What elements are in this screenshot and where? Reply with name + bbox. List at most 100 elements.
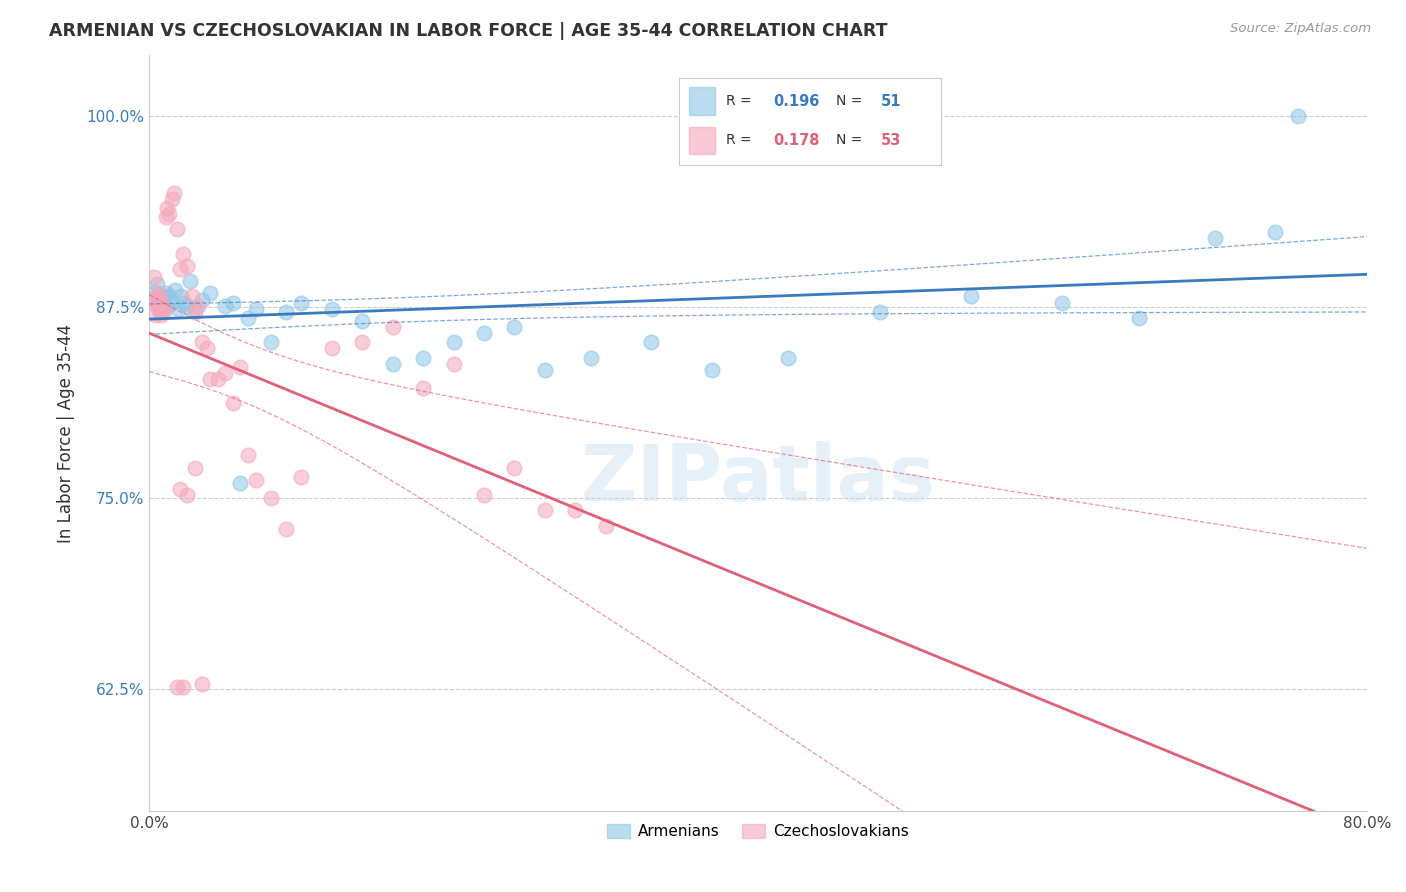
Point	[160, 295, 183, 310]
Point	[778, 351, 800, 365]
Point	[179, 274, 201, 288]
Point	[579, 351, 602, 365]
Point	[145, 277, 167, 292]
Point	[150, 308, 173, 322]
Point	[960, 289, 983, 303]
Point	[150, 299, 173, 313]
Point	[176, 299, 198, 313]
Point	[166, 222, 188, 236]
Point	[155, 210, 177, 224]
Point	[443, 335, 465, 350]
Point	[172, 246, 194, 260]
Point	[214, 299, 236, 313]
Point	[229, 359, 252, 374]
Point	[352, 335, 374, 350]
Point	[149, 304, 172, 318]
Point	[176, 259, 198, 273]
Point	[195, 342, 218, 356]
Point	[167, 301, 190, 316]
Point	[160, 192, 183, 206]
Point	[236, 310, 259, 325]
Point	[1204, 231, 1226, 245]
Point	[290, 469, 312, 483]
Point	[150, 295, 173, 310]
Point	[321, 301, 343, 316]
Point	[156, 299, 179, 313]
Point	[143, 285, 166, 299]
Point	[869, 304, 891, 318]
Point	[191, 677, 214, 691]
Point	[321, 342, 343, 356]
Point	[412, 351, 434, 365]
Point	[184, 301, 207, 316]
Point	[180, 289, 202, 303]
Point	[141, 293, 163, 307]
Point	[1264, 225, 1286, 239]
Point	[1286, 109, 1309, 123]
Point	[276, 304, 298, 318]
Point	[207, 372, 229, 386]
Point	[381, 357, 404, 371]
Point	[162, 186, 184, 200]
Point	[150, 289, 173, 303]
Point	[276, 522, 298, 536]
Legend: Armenians, Czechoslovakians: Armenians, Czechoslovakians	[602, 818, 915, 845]
Point	[148, 300, 170, 314]
Point	[149, 295, 172, 310]
Point	[143, 308, 166, 322]
Point	[169, 262, 191, 277]
Point	[184, 460, 207, 475]
Point	[245, 473, 267, 487]
Point	[595, 518, 617, 533]
Point	[152, 295, 174, 310]
Point	[191, 335, 214, 350]
Point	[290, 295, 312, 310]
Point	[260, 335, 283, 350]
Y-axis label: In Labor Force | Age 35-44: In Labor Force | Age 35-44	[58, 324, 75, 542]
Point	[381, 320, 404, 334]
Point	[156, 201, 179, 215]
Point	[142, 293, 165, 307]
Point	[534, 363, 557, 377]
Point	[640, 335, 662, 350]
Point	[170, 289, 193, 303]
Point	[145, 289, 167, 303]
Point	[152, 301, 174, 316]
Point	[236, 448, 259, 462]
Text: Source: ZipAtlas.com: Source: ZipAtlas.com	[1230, 22, 1371, 36]
Point	[198, 372, 221, 386]
Point	[260, 491, 283, 505]
Point	[153, 289, 176, 303]
Point	[1052, 295, 1074, 310]
Point	[503, 320, 526, 334]
Point	[169, 482, 191, 496]
Point	[184, 304, 207, 318]
Point	[145, 299, 167, 313]
Point	[1128, 310, 1150, 325]
Point	[157, 289, 180, 303]
Point	[564, 503, 586, 517]
Point	[222, 396, 245, 410]
Text: ZIPatlas: ZIPatlas	[581, 441, 935, 516]
Point	[173, 295, 195, 310]
Point	[166, 681, 188, 695]
Point	[163, 284, 186, 298]
Point	[702, 363, 724, 377]
Point	[157, 207, 180, 221]
Point	[503, 460, 526, 475]
Point	[142, 269, 165, 284]
Point	[472, 326, 495, 340]
Point	[352, 314, 374, 328]
Point	[176, 488, 198, 502]
Point	[222, 295, 245, 310]
Point	[187, 299, 209, 313]
Point	[149, 293, 172, 307]
Point	[443, 357, 465, 371]
Point	[149, 293, 172, 307]
Point	[214, 366, 236, 380]
Point	[172, 681, 194, 695]
Point	[155, 286, 177, 301]
Point	[198, 286, 221, 301]
Point	[472, 488, 495, 502]
Point	[148, 293, 170, 307]
